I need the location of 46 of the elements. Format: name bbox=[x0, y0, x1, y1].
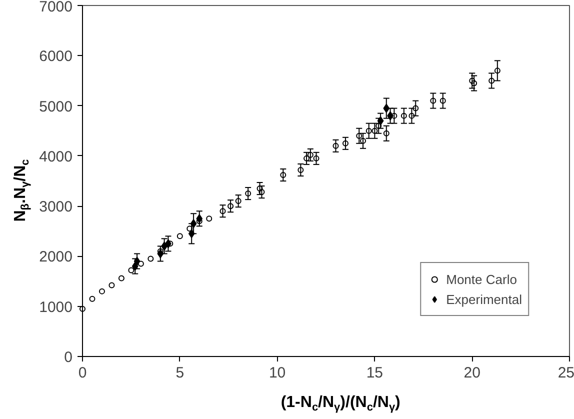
point bbox=[430, 98, 436, 104]
point bbox=[118, 275, 124, 282]
legend-label: Monte Carlo bbox=[446, 272, 517, 286]
x-tick-label: 15 bbox=[366, 364, 384, 382]
y-tick-label: 1000 bbox=[39, 298, 73, 316]
point bbox=[383, 104, 390, 113]
point bbox=[440, 98, 446, 104]
point bbox=[412, 105, 419, 112]
legend-label: Experimental bbox=[446, 292, 522, 306]
point bbox=[186, 226, 193, 232]
x-tick-label: 5 bbox=[176, 364, 184, 382]
point bbox=[188, 229, 195, 238]
x-tick-label: 10 bbox=[268, 364, 286, 382]
y-tick-label: 0 bbox=[64, 349, 72, 366]
point bbox=[471, 80, 478, 86]
point bbox=[313, 155, 320, 162]
point bbox=[98, 288, 105, 294]
y-tick-label: 6000 bbox=[39, 48, 73, 66]
x-tick-label: 20 bbox=[464, 364, 480, 382]
point bbox=[138, 260, 144, 267]
y-tick-label: 3000 bbox=[39, 198, 73, 216]
point bbox=[148, 256, 154, 262]
point bbox=[176, 233, 183, 240]
point bbox=[280, 172, 286, 178]
point bbox=[206, 216, 212, 222]
point bbox=[494, 68, 500, 74]
point bbox=[332, 142, 339, 149]
point bbox=[469, 78, 476, 84]
y-tick-label: 4000 bbox=[39, 148, 73, 166]
y-tick-label: 5000 bbox=[39, 98, 73, 116]
point bbox=[245, 190, 252, 197]
point bbox=[383, 130, 390, 136]
point bbox=[108, 282, 115, 288]
point bbox=[258, 189, 265, 196]
y-axis-title: Nβ.Nγ/Nc bbox=[12, 159, 32, 222]
point bbox=[400, 112, 407, 119]
point bbox=[342, 140, 348, 146]
point bbox=[89, 296, 96, 302]
point bbox=[80, 306, 86, 312]
x-tick-label: 25 bbox=[558, 364, 574, 382]
point bbox=[235, 198, 242, 204]
x-tick-label: 0 bbox=[78, 364, 87, 382]
y-tick-label: 2000 bbox=[39, 248, 73, 266]
y-tick-label: 7000 bbox=[39, 0, 73, 16]
point bbox=[298, 166, 304, 173]
point bbox=[366, 128, 372, 134]
